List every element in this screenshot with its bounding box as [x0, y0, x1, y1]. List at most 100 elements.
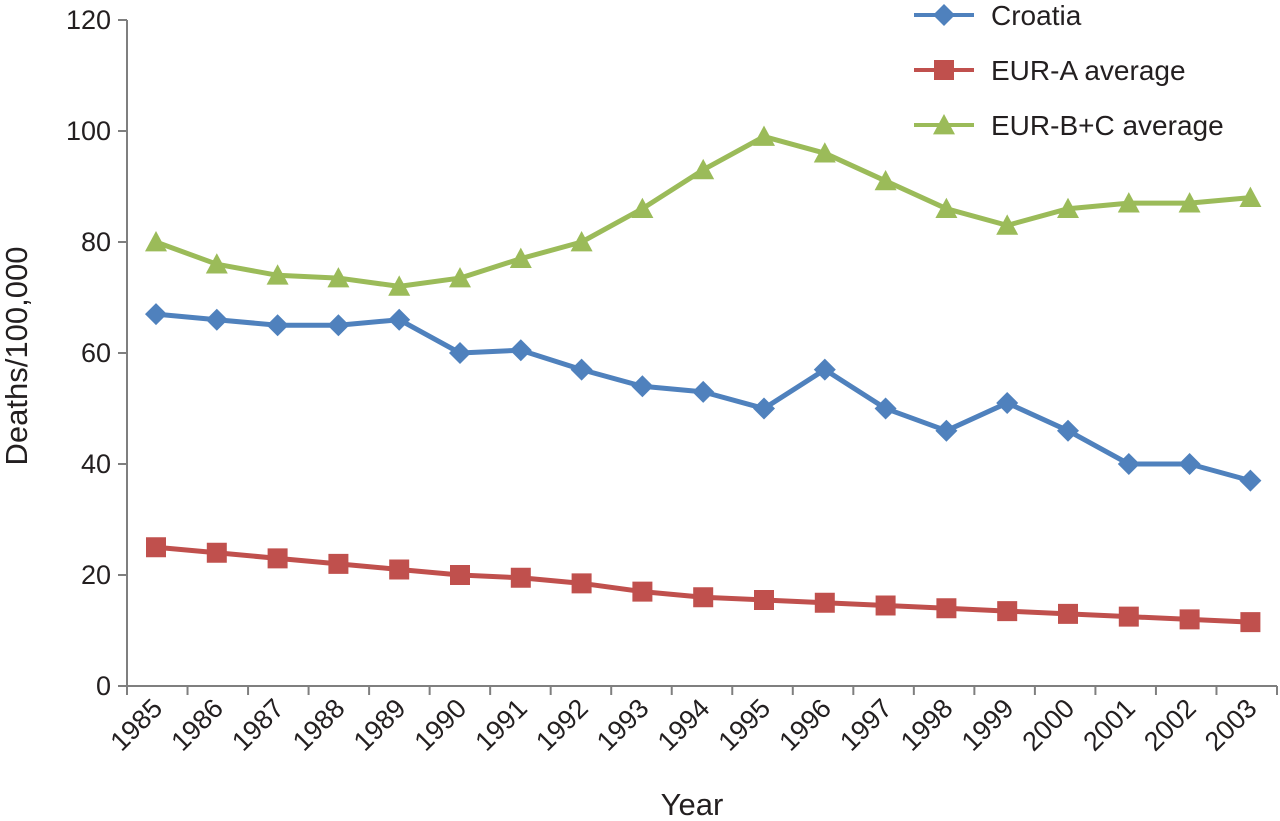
x-tick-label: 1998 [895, 693, 959, 757]
data-point-croatia [1178, 453, 1201, 475]
data-point-croatia [1117, 453, 1140, 475]
data-point-eur-b-c-average [1178, 192, 1201, 213]
x-tick-label: 1990 [409, 693, 473, 757]
y-tick-label: 120 [66, 5, 111, 35]
x-tick-label: 1989 [348, 693, 412, 757]
y-tick-label: 100 [66, 116, 111, 146]
data-point-croatia [509, 339, 532, 362]
data-point-eur-b-c-average [692, 158, 715, 180]
legend-label-eur-bc-average: EUR-B+C average [991, 110, 1224, 141]
y-tick-label: 40 [81, 449, 111, 479]
data-point-eur-a-average [389, 559, 410, 580]
series-layer [145, 125, 1262, 633]
y-axis-title: Deaths/100,000 [0, 247, 34, 466]
data-point-eur-a-average [267, 548, 288, 569]
y-ticks: 0 20 40 60 80 100 120 [66, 5, 127, 701]
legend: Croatia EUR-A average EUR-B+C average [914, 0, 1224, 141]
y-tick-label: 80 [81, 227, 111, 257]
y-tick-label: 0 [96, 671, 111, 701]
x-tick-label: 1988 [287, 693, 351, 757]
x-axis-title: Year [661, 787, 724, 821]
series-eur-a-average [146, 537, 1261, 633]
data-point-eur-a-average [1118, 606, 1139, 627]
series-line-eur-a-average [155, 544, 1251, 625]
data-point-eur-b-c-average [205, 253, 228, 274]
data-point-eur-a-average [1240, 612, 1261, 633]
legend-marker-eur-bc-average [933, 114, 955, 135]
x-tick-label: 1995 [713, 693, 777, 757]
x-tick-label: 1999 [956, 693, 1020, 757]
legend-marker-croatia [933, 4, 955, 26]
data-point-croatia [753, 397, 775, 420]
data-point-croatia [1239, 469, 1262, 492]
data-point-eur-a-average [632, 581, 653, 602]
y-tick-label: 20 [81, 560, 111, 590]
data-point-croatia [145, 303, 167, 326]
data-point-eur-b-c-average [449, 267, 471, 288]
data-point-eur-b-c-average [631, 197, 654, 219]
data-point-eur-a-average [510, 567, 531, 588]
data-point-croatia [631, 375, 654, 398]
data-point-eur-b-c-average [266, 264, 289, 285]
data-point-eur-b-c-average [813, 142, 836, 163]
data-point-croatia [205, 308, 228, 331]
data-point-eur-a-average [206, 542, 227, 563]
data-point-eur-a-average [328, 553, 349, 574]
data-point-eur-a-average [814, 592, 835, 613]
data-point-eur-a-average [1179, 609, 1200, 630]
data-point-eur-a-average [997, 601, 1018, 622]
data-point-croatia [813, 358, 836, 381]
data-point-eur-a-average [146, 537, 166, 558]
x-tick-label: 1996 [773, 693, 837, 757]
data-point-eur-a-average [571, 573, 592, 594]
x-tick-label: 1985 [105, 693, 169, 757]
data-point-eur-b-c-average [145, 231, 167, 252]
y-tick-label: 60 [81, 338, 111, 368]
data-point-eur-a-average [1058, 603, 1078, 624]
data-point-eur-a-average [936, 598, 957, 619]
data-point-eur-a-average [450, 565, 470, 585]
x-tick-label: 2002 [1138, 693, 1202, 757]
data-point-croatia [996, 391, 1019, 414]
series-eur-b-c-average [145, 125, 1262, 296]
data-point-croatia [874, 397, 897, 420]
x-tick-label: 2000 [1017, 693, 1081, 757]
data-point-croatia [935, 419, 958, 442]
legend-item-eur-bc-average: EUR-B+C average [914, 110, 1224, 141]
data-point-eur-b-c-average [996, 214, 1019, 235]
data-point-eur-a-average [754, 589, 774, 610]
x-tick-label: 1991 [469, 693, 533, 757]
data-point-eur-b-c-average [1239, 186, 1262, 207]
x-tick-label: 1992 [530, 693, 594, 757]
data-point-eur-b-c-average [753, 125, 775, 146]
data-point-croatia [449, 342, 471, 364]
x-tick-label: 1997 [834, 693, 898, 757]
data-point-croatia [327, 314, 350, 337]
x-tick-label: 1993 [591, 693, 655, 757]
data-point-croatia [388, 308, 411, 331]
data-point-eur-b-c-average [935, 197, 958, 219]
data-point-eur-b-c-average [388, 275, 411, 296]
x-tick-label: 1986 [165, 693, 229, 757]
data-point-eur-a-average [693, 587, 714, 608]
legend-item-croatia: Croatia [914, 0, 1082, 31]
data-point-eur-b-c-average [509, 247, 532, 268]
data-point-croatia [570, 358, 593, 381]
data-point-eur-a-average [875, 595, 896, 616]
x-tick-label: 2003 [1199, 693, 1263, 757]
data-point-eur-b-c-average [1057, 197, 1079, 219]
data-point-eur-b-c-average [570, 231, 593, 252]
data-point-eur-b-c-average [1117, 192, 1140, 213]
data-point-eur-b-c-average [874, 169, 897, 191]
legend-marker-eur-a-average [934, 60, 954, 80]
series-croatia [145, 303, 1262, 492]
x-tick-label: 1987 [226, 693, 290, 757]
legend-label-eur-a-average: EUR-A average [991, 55, 1186, 86]
data-point-eur-b-c-average [327, 267, 350, 288]
data-point-croatia [1057, 419, 1079, 442]
data-point-croatia [692, 380, 715, 403]
legend-item-eur-a-average: EUR-A average [914, 55, 1186, 86]
x-tick-label: 1994 [652, 693, 716, 757]
x-ticks: 1985198619871988198919901991199219931994… [105, 686, 1278, 757]
